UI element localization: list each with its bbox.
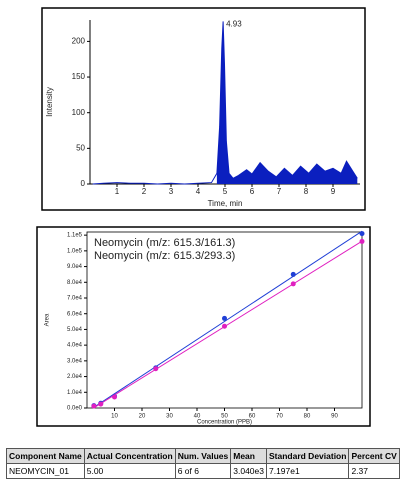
y-axis-label: Intensity — [45, 87, 54, 117]
x-tick-label: 30 — [166, 414, 173, 420]
x-tick-label: 10 — [111, 414, 118, 420]
y-tick-label: 0 — [81, 179, 86, 188]
point — [290, 271, 296, 277]
cell: 5.00 — [83, 463, 176, 479]
panel-frame — [36, 226, 371, 427]
x-tick-label: 6 — [250, 187, 255, 196]
x-tick-label: 60 — [249, 414, 256, 420]
point — [112, 394, 117, 400]
cell: 7.197e1 — [265, 463, 350, 479]
x-tick-label: 4 — [196, 187, 201, 196]
x-tick-label: 50 — [221, 414, 228, 420]
y-tick-label: 9.0e4 — [67, 264, 83, 270]
x-tick-label: 40 — [194, 414, 201, 420]
x-tick-label: 70 — [276, 414, 283, 420]
y-tick-label: 2.0e4 — [67, 374, 83, 380]
x-tick-label: 8 — [304, 187, 309, 196]
x-tick-label: 9 — [331, 187, 336, 196]
summary-table: Component Name Actual Concentration Num. V… — [6, 448, 400, 479]
y-tick-label: 0.0e0 — [67, 406, 83, 412]
point — [359, 238, 365, 244]
legend-entry: Neomycin (m/z: 615.3/161.3) — [94, 237, 235, 249]
row: NEOMYCIN_01 5.00 6 of 6 3.040e3 7.197e1 2.37 — [6, 463, 400, 479]
point — [91, 403, 97, 409]
x-tick-label: 2 — [142, 187, 147, 196]
panel-frame — [41, 7, 366, 211]
y-tick-label: 3.0e4 — [67, 358, 83, 364]
header-cell: Num. Values — [174, 448, 232, 464]
x-tick-label: 7 — [277, 187, 282, 196]
cell: 2.37 — [348, 463, 400, 479]
y-tick-label: 150 — [72, 72, 86, 81]
cell: 3.040e3 — [230, 463, 267, 479]
cell: NEOMYCIN_01 — [6, 463, 85, 479]
y-tick-label: 8.0e4 — [67, 280, 83, 286]
peak-label: 4.93 — [226, 20, 242, 29]
y-tick-label: 1.0e4 — [67, 390, 83, 396]
x-tick-label: 20 — [139, 414, 146, 420]
x-axis-label: Concentration (PPB) — [197, 420, 252, 426]
y-tick-label: 7.0e4 — [67, 296, 83, 302]
point — [222, 315, 227, 321]
y-tick-label: 1.1e5 — [67, 233, 83, 239]
header-cell: Percent CV — [348, 448, 400, 464]
point — [98, 401, 104, 407]
point — [359, 231, 365, 237]
legend-entry: Neomycin (m/z: 615.3/293.3) — [94, 250, 235, 262]
fit-line — [93, 240, 363, 409]
x-tick-label: 3 — [169, 187, 174, 196]
header-cell: Mean — [230, 448, 267, 464]
point — [222, 323, 227, 329]
y-tick-label: 50 — [76, 143, 85, 152]
header-cell: Actual Concentration — [83, 448, 176, 464]
point — [290, 281, 296, 287]
peak-fill — [216, 21, 358, 184]
y-tick-label: 4.0e4 — [67, 343, 83, 349]
cell: 6 of 6 — [174, 463, 232, 479]
point — [153, 366, 159, 372]
y-tick-label: 1.0e5 — [67, 248, 83, 254]
y-tick-label: 200 — [72, 37, 86, 46]
x-tick-label: 5 — [223, 187, 228, 196]
y-tick-label: 100 — [72, 108, 86, 117]
y-tick-label: 6.0e4 — [67, 311, 83, 317]
fit-line — [93, 230, 363, 408]
header-cell: Standard Deviation — [265, 448, 350, 464]
trace — [92, 21, 358, 185]
y-tick-label: 5.0e4 — [67, 327, 83, 333]
x-tick-label: 1 — [115, 187, 120, 196]
x-axis-label: Time, min — [208, 199, 243, 208]
y-axis-label: Area — [45, 313, 51, 326]
header-cell: Component Name — [6, 448, 85, 464]
x-tick-label: 90 — [331, 414, 338, 420]
x-tick-label: 80 — [304, 414, 311, 420]
